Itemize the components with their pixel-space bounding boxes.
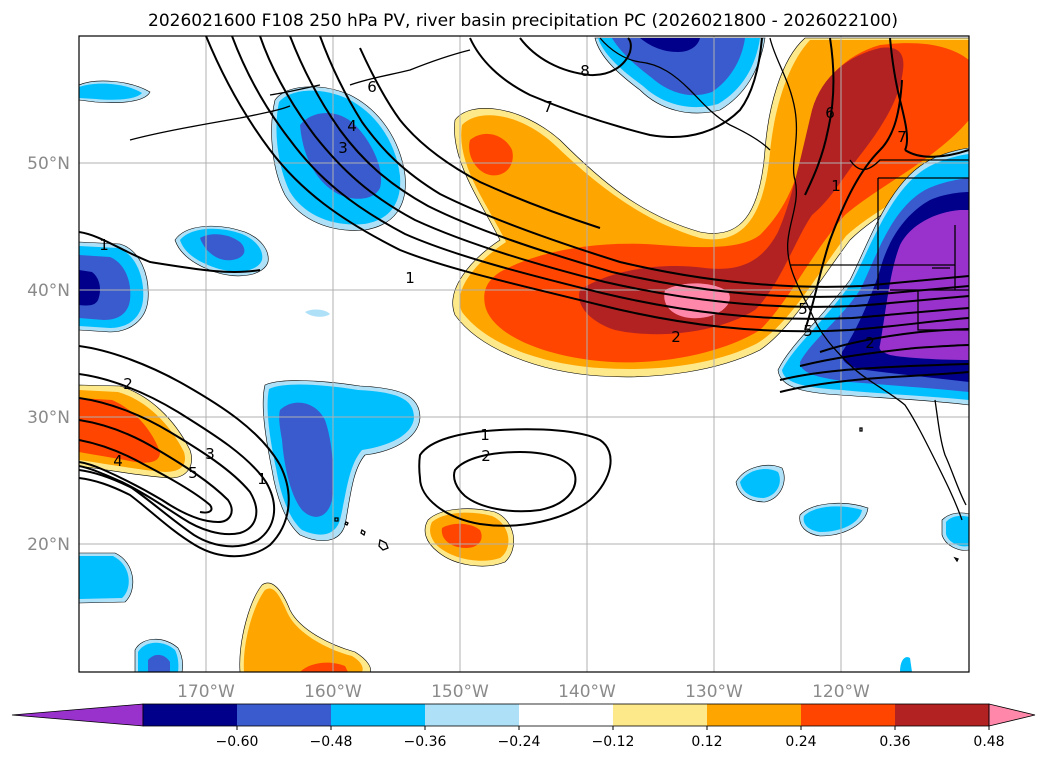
contour-label: 1 bbox=[405, 269, 415, 287]
contour-label: 2 bbox=[671, 328, 681, 346]
contour-label: 5 bbox=[798, 300, 808, 318]
graticule bbox=[79, 36, 969, 672]
colorbar-tick-label: −0.36 bbox=[404, 734, 447, 750]
colorbar-swatch bbox=[707, 704, 802, 726]
colorbar-swatch bbox=[331, 704, 426, 726]
pv-contours bbox=[79, 36, 969, 558]
colorbar-tick-label: −0.24 bbox=[498, 734, 541, 750]
colorbar-tick-label: 0.36 bbox=[879, 734, 910, 750]
contour-label: 1 bbox=[480, 426, 490, 444]
latitude-labels: 20°N 30°N 40°N 50°N bbox=[27, 154, 70, 555]
lon-label: 160°W bbox=[304, 682, 362, 702]
colorbar-tick-label: −0.12 bbox=[592, 734, 635, 750]
colorbar-tick-label: 0.48 bbox=[973, 734, 1004, 750]
negative-anomaly-shading bbox=[79, 37, 969, 672]
lat-label: 30°N bbox=[27, 408, 70, 428]
lon-label: 130°W bbox=[685, 682, 743, 702]
colorbar-swatch bbox=[613, 704, 708, 726]
map-frame bbox=[78, 35, 970, 673]
colorbar-swatch bbox=[237, 704, 332, 726]
contour-label: 5 bbox=[803, 322, 813, 340]
contour-label: 2 bbox=[123, 375, 133, 393]
contour-label: 1 bbox=[831, 177, 841, 195]
colorbar-extend-high bbox=[988, 703, 1036, 727]
contour-label: 2 bbox=[865, 334, 875, 352]
lon-label: 140°W bbox=[558, 682, 616, 702]
contour-label: 5 bbox=[188, 464, 198, 482]
contour-label: 4 bbox=[347, 117, 357, 135]
colorbar-tick-label: 0.12 bbox=[691, 734, 722, 750]
lon-label: 120°W bbox=[812, 682, 870, 702]
colorbar-outline bbox=[142, 703, 990, 727]
map-title: 2026021600 F108 250 hPa PV, river basin … bbox=[148, 11, 898, 31]
contour-label: 4 bbox=[113, 452, 123, 470]
contour-label: 3 bbox=[338, 139, 348, 157]
colorbar-swatch bbox=[519, 704, 614, 726]
lat-label: 50°N bbox=[27, 154, 70, 174]
lon-label: 170°W bbox=[177, 682, 235, 702]
contour-label: 7 bbox=[543, 98, 553, 116]
contour-label: 6 bbox=[367, 78, 377, 96]
longitude-labels: 170°W 160°W 150°W 140°W 130°W 120°W bbox=[177, 682, 870, 702]
contour-label: 8 bbox=[580, 62, 590, 80]
colorbar-swatch bbox=[895, 704, 990, 726]
contour-label: 6 bbox=[825, 104, 835, 122]
contour-label: 2 bbox=[481, 447, 491, 465]
colorbar: −0.60 −0.48 −0.36 −0.24 −0.12 0.12 0.24 0.36 0.4… bbox=[11, 703, 1036, 750]
contour-label: 1 bbox=[257, 470, 267, 488]
colorbar-swatch bbox=[425, 704, 520, 726]
pv-contour-labels: 1 2 3 4 5 6 7 8 1 2 1 2 3 4 5 1 2 5 6 7 … bbox=[99, 62, 907, 488]
colorbar-tick-label: 0.24 bbox=[785, 734, 816, 750]
colorbar-extend-low bbox=[11, 703, 144, 727]
contour-label: 1 bbox=[99, 236, 109, 254]
colorbar-swatch bbox=[143, 704, 238, 726]
colorbar-tick-label: −0.60 bbox=[216, 734, 259, 750]
colorbar-tick-label: −0.48 bbox=[310, 734, 353, 750]
colorbar-swatch bbox=[801, 704, 896, 726]
contour-label: 7 bbox=[897, 128, 907, 146]
lat-label: 40°N bbox=[27, 281, 70, 301]
contour-label: 3 bbox=[205, 445, 215, 463]
map-area: 1 2 3 4 5 6 7 8 1 2 1 2 3 4 5 1 2 5 6 7 … bbox=[79, 36, 969, 672]
lon-label: 150°W bbox=[431, 682, 489, 702]
lat-label: 20°N bbox=[27, 535, 70, 555]
